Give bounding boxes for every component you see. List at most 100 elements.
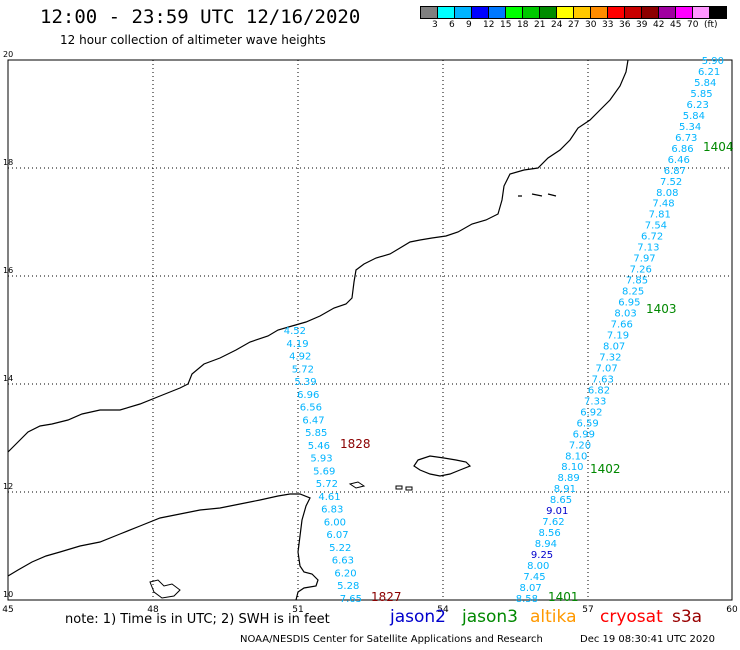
legend-swatch (539, 6, 557, 19)
islet-2 (395, 485, 403, 490)
lat-tick-label: 14 (3, 374, 13, 383)
satellite-name: jason2 (390, 607, 446, 627)
swh-value: 7.33 (584, 396, 606, 407)
swh-value: 7.20 (569, 440, 591, 451)
lat-tick-label: 12 (3, 482, 13, 491)
legend-label: 3 (432, 20, 438, 30)
generation-timestamp: Dec 19 08:30:41 UTC 2020 (580, 634, 715, 645)
islet-1 (348, 481, 366, 489)
somali-coastline (7, 493, 319, 601)
swh-value: 4.52 (284, 326, 306, 337)
time-label: 1828 (340, 437, 371, 451)
swh-value: 7.62 (542, 517, 564, 528)
legend-swatch (420, 6, 438, 19)
swh-value: 6.73 (675, 133, 697, 144)
grid-lines (8, 60, 732, 600)
lon-tick-label: 45 (2, 605, 13, 615)
swh-value: 7.48 (652, 199, 674, 210)
swh-value: 7.54 (645, 221, 667, 232)
swh-value: 5.72 (292, 364, 314, 375)
legend-swatch (709, 6, 727, 19)
legend-label: 6 (449, 20, 455, 30)
swh-value: 6.46 (668, 155, 690, 166)
swh-value: 6.96 (297, 390, 319, 401)
legend-swatch (607, 6, 625, 19)
legend-labels: 3 6 9 12 15 18 21 24 27 30 33 36 39 42 45 70 (ft) (420, 19, 726, 33)
swh-value: 6.47 (302, 415, 324, 426)
map-subtitle: 12 hour collection of altimeter wave hei… (60, 33, 326, 47)
legend-label: 21 (534, 20, 546, 30)
lat-tick-label: 10 (3, 590, 13, 599)
legend-swatch (692, 6, 710, 19)
legend-swatch (471, 6, 489, 19)
swh-value: 6.87 (664, 166, 686, 177)
swh-value: 9.01 (546, 506, 568, 517)
swh-value: 7.13 (637, 243, 659, 254)
swh-value: 5.39 (294, 377, 316, 388)
footer-note: note: 1) Time is in UTC; 2) SWH is in fe… (65, 612, 330, 627)
satellite-name: jason3 (462, 607, 518, 627)
swh-value: 6.86 (671, 144, 693, 155)
legend-swatch (658, 6, 676, 19)
legend-label: 70 (687, 20, 699, 30)
legend-swatch (573, 6, 591, 19)
swh-value: 8.25 (622, 287, 644, 298)
swh-value: 5.85 (690, 89, 712, 100)
swh-value: 6.21 (698, 67, 720, 78)
lon-tick-label: 60 (726, 605, 738, 615)
legend-label: 36 (619, 20, 631, 30)
swh-value: 7.81 (649, 210, 671, 221)
swh-value: 5.69 (313, 466, 335, 477)
wave-height-legend: 3 6 9 12 15 18 21 24 27 30 33 36 39 42 45 70 (ft) (420, 6, 727, 33)
legend-swatch (522, 6, 540, 19)
map-title: 12:00 - 23:59 UTC 12/16/2020 (40, 6, 361, 28)
legend-label: 33 (602, 20, 614, 30)
time-label: 1402 (590, 462, 621, 476)
swh-value: 8.91 (554, 484, 576, 495)
swh-value: 6.99 (573, 429, 595, 440)
swh-value: 5.22 (329, 543, 351, 554)
swh-value: 8.94 (535, 539, 557, 550)
swh-value: 5.84 (694, 78, 716, 89)
swh-value: 6.72 (641, 232, 663, 243)
legend-label: 27 (568, 20, 580, 30)
swh-value: 6.95 (618, 298, 640, 309)
coast-detail (149, 579, 181, 599)
legend-swatch (624, 6, 642, 19)
swh-value: 6.20 (334, 568, 356, 579)
credit-text: NOAA/NESDIS Center for Satellite Applica… (240, 634, 543, 645)
legend-label: 24 (551, 20, 563, 30)
swh-value: 7.65 (340, 594, 362, 605)
socotra-island (413, 455, 472, 477)
legend-swatches (420, 6, 727, 19)
east-track-values: 5.906.215.845.856.235.845.346.736.866.46… (516, 56, 724, 605)
swh-value: 4.92 (289, 352, 311, 363)
swh-value: 7.63 (592, 374, 614, 385)
swh-value: 5.46 (308, 441, 330, 452)
swh-value: 9.25 (531, 550, 553, 561)
islet-3 (405, 486, 413, 491)
lon-tick-label: 57 (582, 605, 593, 615)
lon-tick-label: 51 (292, 605, 303, 615)
swh-value: 6.92 (580, 407, 602, 418)
swh-value: 6.56 (300, 403, 322, 414)
legend-swatch (641, 6, 659, 19)
swh-value: 6.63 (332, 556, 354, 567)
lat-tick-label: 20 (3, 50, 13, 59)
legend-unit: (ft) (704, 20, 718, 30)
swh-value: 5.84 (683, 111, 705, 122)
swh-value: 5.90 (702, 56, 724, 67)
swh-value: 7.85 (626, 276, 648, 287)
legend-swatch (437, 6, 455, 19)
swh-value: 6.83 (321, 505, 343, 516)
swh-value: 5.93 (310, 454, 332, 465)
satellite-name: altika (530, 607, 577, 627)
legend-label: 39 (636, 20, 648, 30)
legend-swatch (675, 6, 693, 19)
legend-label: 42 (653, 20, 665, 30)
swh-value: 7.52 (660, 177, 682, 188)
swh-value: 8.08 (656, 188, 678, 199)
legend-label: 9 (466, 20, 472, 30)
swh-value: 7.26 (630, 265, 652, 276)
